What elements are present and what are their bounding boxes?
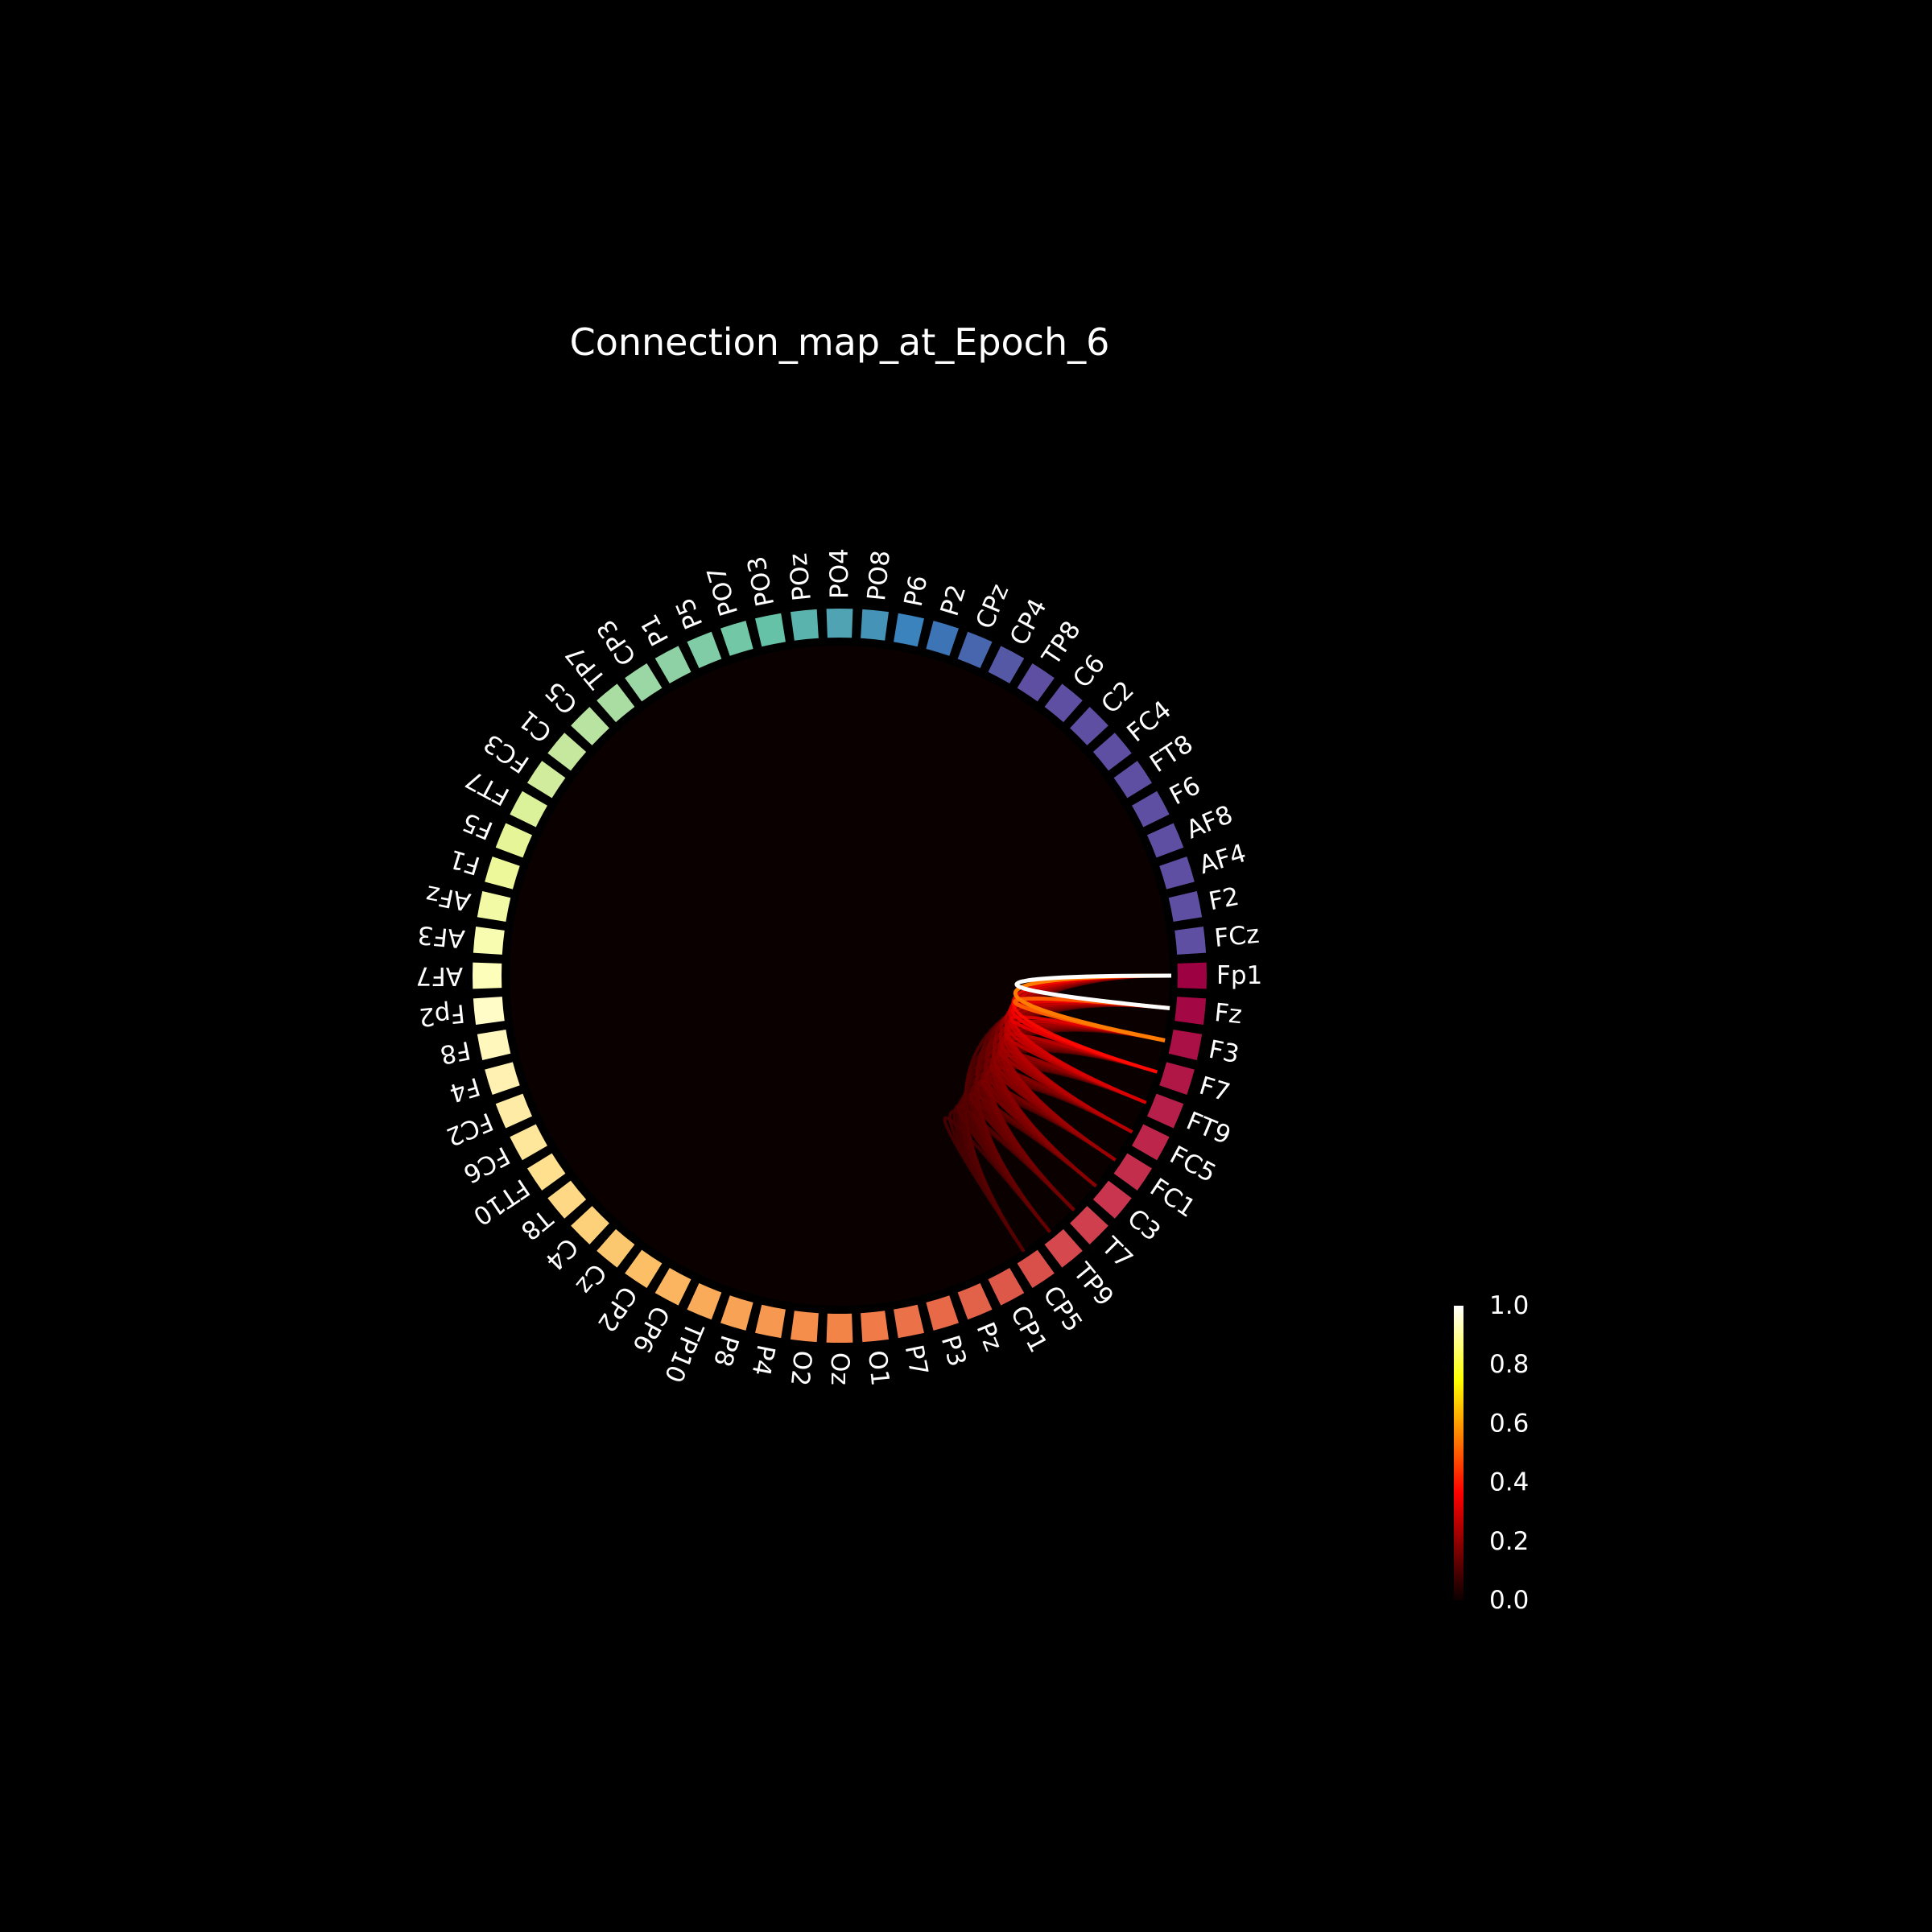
node-AF4 xyxy=(1159,857,1195,890)
node-CP3 xyxy=(625,663,663,702)
node-label-P7: P7 xyxy=(899,1342,934,1378)
node-CP2 xyxy=(625,1249,663,1289)
node-TP9 xyxy=(1044,1228,1083,1268)
node-CP1 xyxy=(988,1268,1025,1306)
colorbar-tick-label: 0.4 xyxy=(1489,1468,1529,1497)
node-C6 xyxy=(1044,683,1083,723)
node-P6 xyxy=(894,613,924,647)
node-CPz xyxy=(957,631,993,669)
node-C2 xyxy=(1070,707,1108,745)
node-CP4 xyxy=(988,646,1025,683)
node-FT7 xyxy=(510,791,547,828)
node-Pz xyxy=(957,1282,993,1320)
node-FC1 xyxy=(1113,1153,1153,1191)
node-F8 xyxy=(477,1030,511,1060)
node-label-AF3: AF3 xyxy=(416,919,466,953)
node-FC6 xyxy=(510,1124,547,1161)
node-AFz xyxy=(477,891,511,922)
node-POz xyxy=(791,609,819,641)
colorbar-tick-label: 0.6 xyxy=(1489,1409,1529,1438)
chart-title: Connection_map_at_Epoch_6 xyxy=(570,320,1110,364)
node-label-AF7: AF7 xyxy=(415,961,463,990)
node-CP6 xyxy=(654,1268,691,1306)
node-AF7 xyxy=(473,962,502,989)
node-C1 xyxy=(547,733,587,771)
node-label-O2: O2 xyxy=(785,1349,817,1387)
node-T8 xyxy=(547,1180,587,1219)
node-P8 xyxy=(720,1295,753,1331)
node-P5 xyxy=(687,631,722,669)
node-F5 xyxy=(495,823,533,858)
node-label-PO4: PO4 xyxy=(825,548,854,599)
node-label-F8: F8 xyxy=(438,1035,473,1070)
colorbar-ticks: 0.0 0.2 0.4 0.6 0.8 1.0 xyxy=(1489,1291,1529,1615)
node-FC5 xyxy=(1132,1124,1170,1161)
node-T7 xyxy=(1070,1206,1108,1245)
node-label-F3: F3 xyxy=(1206,1035,1241,1070)
node-C5 xyxy=(571,707,609,745)
connection-Fp1-Fz xyxy=(1014,973,1172,1010)
connection-lines xyxy=(943,973,1172,1253)
node-P4 xyxy=(755,1304,786,1339)
node-P1 xyxy=(654,646,691,683)
node-F3 xyxy=(1168,1030,1203,1060)
node-F1 xyxy=(485,857,520,890)
node-TP7 xyxy=(597,683,635,723)
node-FT9 xyxy=(1146,1093,1184,1129)
node-CP5 xyxy=(1017,1249,1055,1289)
node-P2 xyxy=(926,621,959,656)
node-F7 xyxy=(1159,1062,1195,1095)
node-ring xyxy=(473,609,1207,1343)
node-FT10 xyxy=(526,1153,566,1191)
node-label-POz: POz xyxy=(783,551,817,602)
node-label-P6: P6 xyxy=(899,573,934,609)
node-FCz xyxy=(1174,927,1207,955)
node-P3 xyxy=(926,1295,959,1331)
node-Fp2 xyxy=(473,997,505,1025)
node-Fz xyxy=(1174,997,1207,1025)
node-label-FCz: FCz xyxy=(1213,920,1261,953)
node-label-Oz: Oz xyxy=(825,1352,854,1385)
colorbar-tick-label: 0.8 xyxy=(1489,1350,1529,1379)
colorbar-tick-label: 0.2 xyxy=(1489,1527,1529,1556)
node-P7 xyxy=(894,1304,924,1339)
colorbar-tick-label: 1.0 xyxy=(1489,1291,1529,1320)
node-FC2 xyxy=(495,1093,533,1129)
node-O2 xyxy=(791,1311,819,1343)
node-TP8 xyxy=(1017,663,1055,702)
node-C3 xyxy=(1092,1180,1132,1219)
node-label-Fp2: Fp2 xyxy=(418,998,466,1031)
node-label-F2: F2 xyxy=(1206,882,1241,917)
node-O1 xyxy=(861,1311,889,1343)
node-label-O1: O1 xyxy=(862,1349,894,1387)
node-PO8 xyxy=(861,609,889,641)
node-F4 xyxy=(485,1062,520,1095)
colorbar-tick-label: 0.0 xyxy=(1489,1586,1529,1615)
node-label-P4: P4 xyxy=(746,1342,781,1378)
node-Cz xyxy=(597,1228,635,1268)
node-PO3 xyxy=(755,613,786,647)
node-FT8 xyxy=(1113,761,1153,799)
node-AF8 xyxy=(1146,823,1184,858)
node-PO4 xyxy=(826,609,853,638)
node-FC4 xyxy=(1092,733,1132,771)
node-label-Fz: Fz xyxy=(1213,998,1243,1030)
node-label-Fp1: Fp1 xyxy=(1216,961,1262,990)
node-C4 xyxy=(571,1206,609,1245)
node-label-PO8: PO8 xyxy=(862,549,896,602)
node-PO7 xyxy=(720,621,753,656)
node-F6 xyxy=(1132,791,1170,828)
node-AF3 xyxy=(473,927,505,955)
node-TP10 xyxy=(687,1282,722,1320)
node-FC3 xyxy=(526,761,566,799)
node-Oz xyxy=(826,1313,853,1343)
node-Fp1 xyxy=(1177,962,1207,989)
node-F2 xyxy=(1168,891,1203,922)
colorbar xyxy=(1454,1306,1463,1600)
